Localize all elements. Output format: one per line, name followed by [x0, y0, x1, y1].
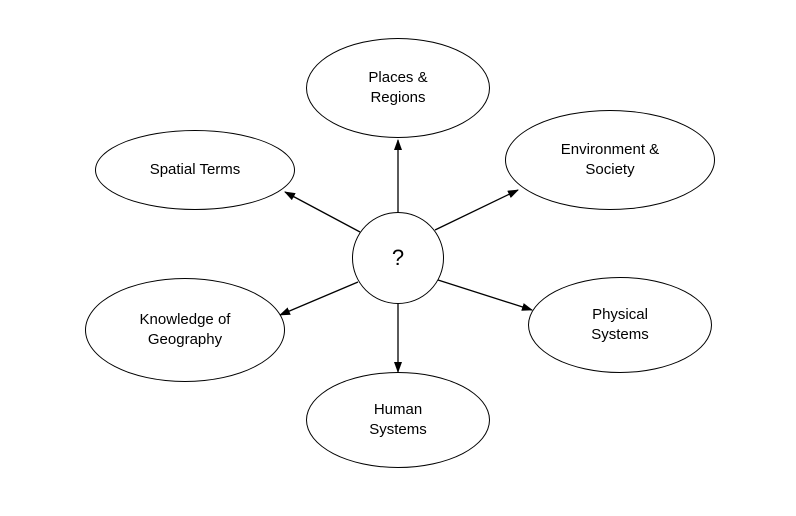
node-spatial-label: Spatial Terms: [150, 160, 241, 180]
node-environment-society: Environment &Society: [505, 110, 715, 210]
node-human: HumanSystems: [306, 372, 490, 468]
diagram-stage: ? Places &Regions Environment &Society P…: [0, 0, 796, 516]
node-physical-label: PhysicalSystems: [591, 305, 649, 346]
node-knowledge-label: Knowledge ofGeography: [140, 310, 231, 351]
node-places: Places &Regions: [306, 38, 490, 138]
center-label: ?: [392, 243, 404, 273]
node-env-label: Environment &Society: [561, 140, 659, 181]
center-node: ?: [352, 212, 444, 304]
node-places-label: Places &Regions: [368, 68, 427, 109]
node-knowledge: Knowledge ofGeography: [85, 278, 285, 382]
node-human-label: HumanSystems: [369, 400, 427, 441]
edge-physical: [438, 280, 532, 310]
edge-env: [435, 190, 518, 230]
node-physical: PhysicalSystems: [528, 277, 712, 373]
node-spatial: Spatial Terms: [95, 130, 295, 210]
edge-knowledge: [280, 282, 358, 315]
edge-spatial: [285, 192, 360, 232]
